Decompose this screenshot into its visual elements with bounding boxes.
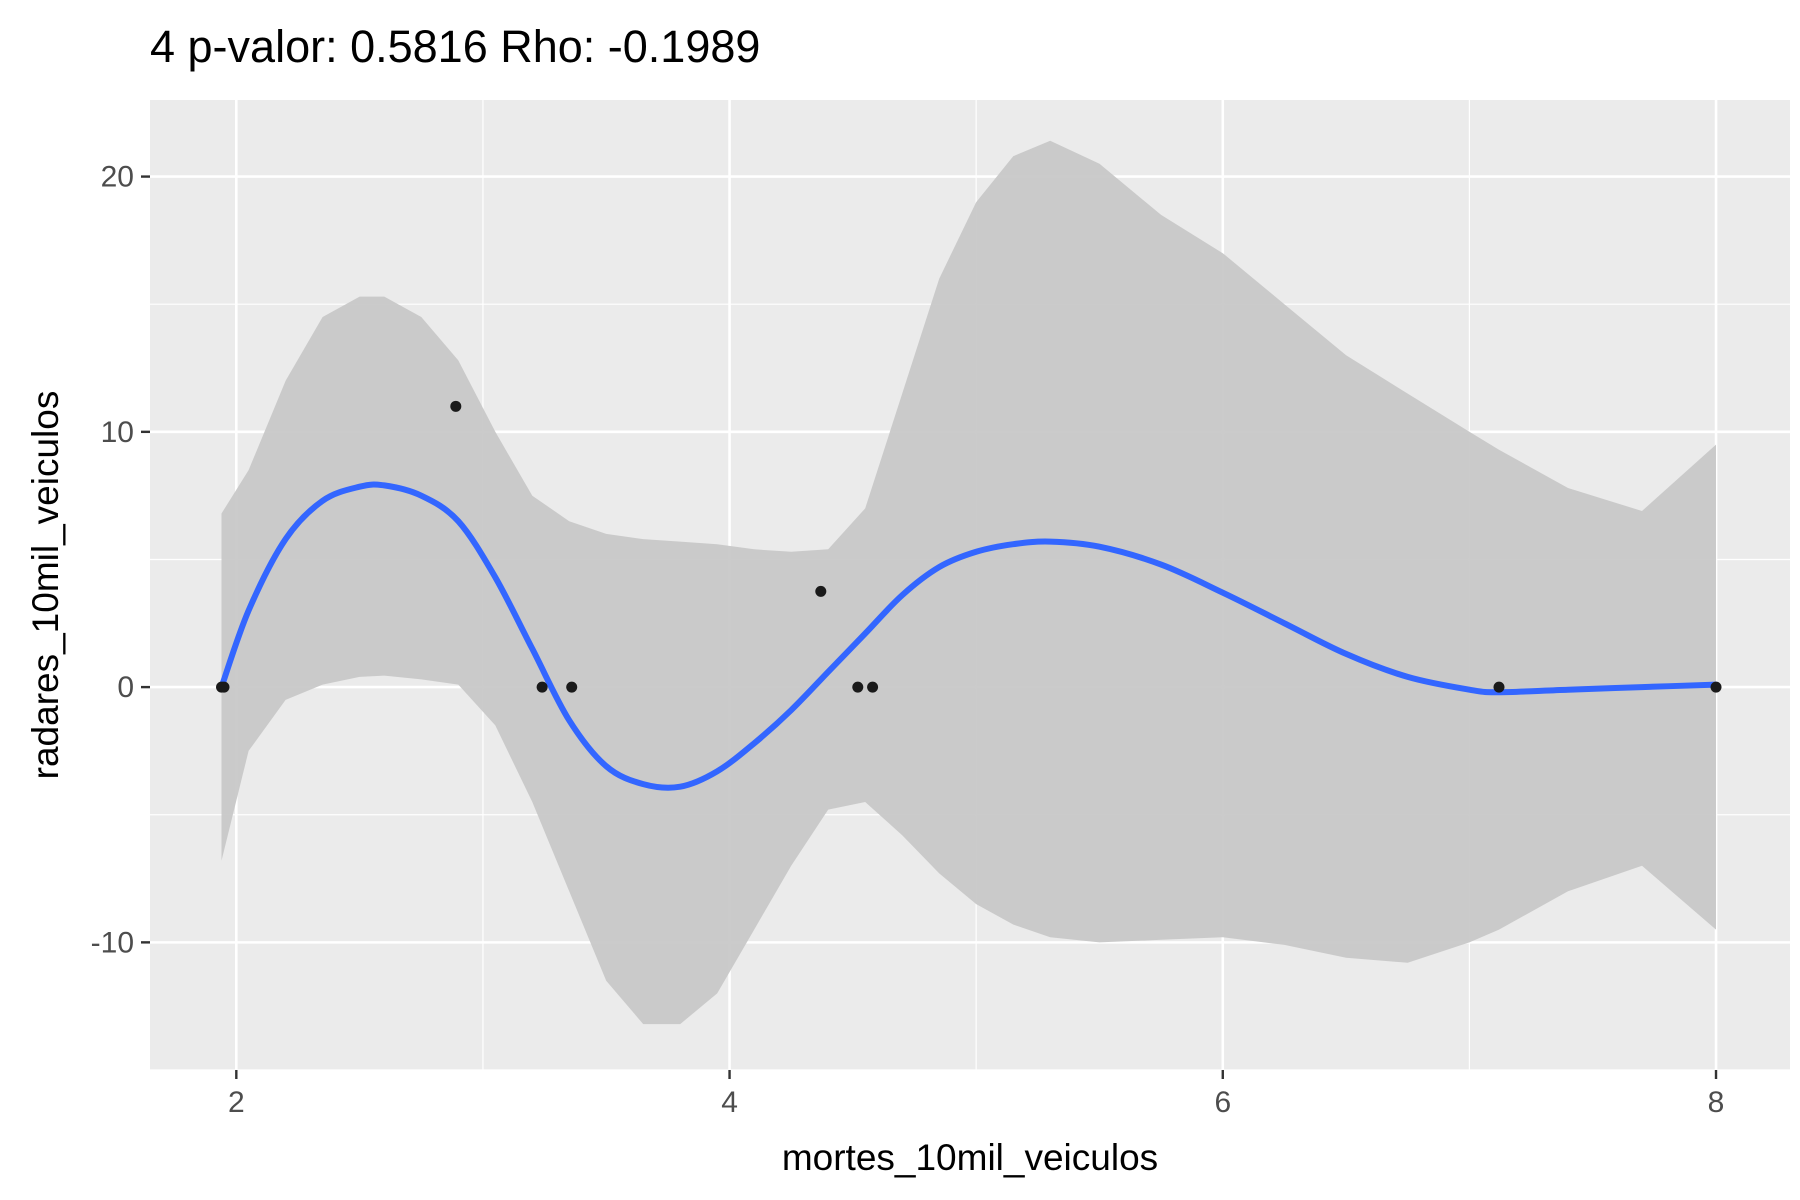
data-point [815,585,827,597]
x-axis: 2 4 6 8 [228,1070,1724,1119]
data-point [536,681,548,693]
y-tick-label: 0 [117,671,134,704]
y-axis: -10 0 10 20 [91,161,150,959]
data-points [216,400,1722,693]
data-point [1493,681,1505,693]
smooth-line [218,481,1719,791]
y-tick-label: 20 [101,161,134,194]
x-axis-title: mortes_10mil_veiculos [782,1137,1158,1178]
data-point [450,400,462,412]
data-point [218,681,230,693]
y-tick-label: -10 [91,926,134,959]
confidence-ribbon [221,140,1716,1025]
data-point [1710,681,1722,693]
x-tick-label: 6 [1214,1086,1231,1119]
x-tick-label: 8 [1708,1086,1725,1119]
data-point [852,681,864,693]
y-axis-title: radares_10mil_veiculos [25,391,66,780]
chart-title: 4 p-valor: 0.5816 Rho: -0.1989 [150,21,760,72]
x-tick-label: 4 [721,1086,738,1119]
y-tick-label: 10 [101,416,134,449]
x-tick-label: 2 [228,1086,245,1119]
data-point [566,681,578,693]
data-point [867,681,879,693]
